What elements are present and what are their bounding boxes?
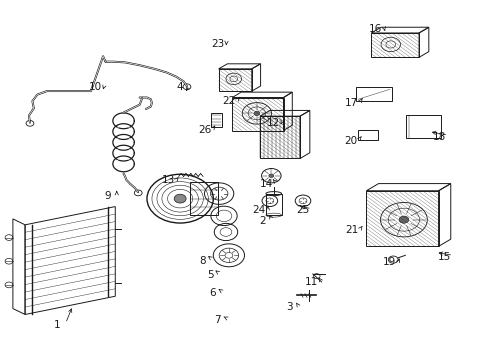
Text: 22: 22 — [222, 96, 235, 106]
Text: 26: 26 — [198, 125, 211, 135]
Text: 16: 16 — [368, 24, 381, 35]
Bar — [265, 194, 281, 215]
Text: 4: 4 — [177, 82, 183, 92]
Circle shape — [268, 174, 273, 177]
Text: 3: 3 — [285, 302, 292, 312]
Text: 21: 21 — [345, 225, 358, 235]
Text: 2: 2 — [259, 216, 266, 226]
Bar — [355, 87, 391, 101]
Text: 7: 7 — [214, 315, 221, 325]
Bar — [406, 116, 440, 138]
Text: 10: 10 — [89, 82, 102, 92]
Text: 19: 19 — [383, 257, 396, 267]
Text: 20: 20 — [344, 136, 357, 145]
Text: 12: 12 — [266, 118, 280, 128]
Bar — [357, 130, 377, 140]
Text: 25: 25 — [296, 206, 309, 216]
Circle shape — [253, 111, 259, 116]
Bar — [190, 182, 218, 215]
Text: 23: 23 — [211, 39, 224, 49]
Text: 5: 5 — [206, 270, 213, 280]
Text: 9: 9 — [104, 191, 111, 201]
Text: 1: 1 — [53, 320, 60, 330]
Text: 13: 13 — [162, 175, 175, 185]
Text: 24: 24 — [252, 206, 265, 216]
Text: 15: 15 — [437, 252, 450, 262]
Text: 14: 14 — [259, 179, 272, 189]
Text: 11: 11 — [305, 277, 318, 287]
Text: 6: 6 — [209, 288, 216, 298]
Text: 18: 18 — [432, 132, 445, 142]
Text: 8: 8 — [199, 256, 206, 266]
Text: 17: 17 — [345, 98, 358, 108]
Circle shape — [174, 194, 186, 203]
Circle shape — [398, 216, 408, 223]
Bar — [211, 113, 222, 127]
